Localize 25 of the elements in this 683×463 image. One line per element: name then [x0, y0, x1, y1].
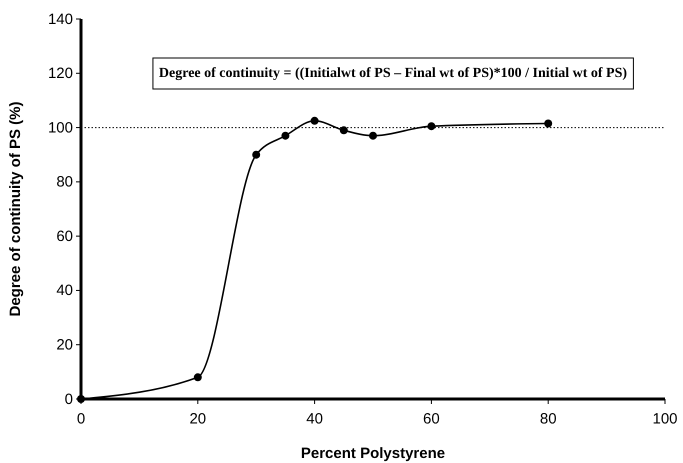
y-tick-label: 20	[56, 336, 73, 354]
point	[194, 373, 202, 382]
y-tick-label: 120	[48, 65, 73, 82]
x-axis-title: Percent Polystyrene	[300, 445, 446, 462]
annotation: Degree of continuity = ((Initialwt of PS – Final wt of PS)*100 / Initial wt of PS)	[158, 66, 628, 81]
y-axis-title: Degree of continuity of PS (%)	[7, 101, 24, 317]
y-tick-label: 100	[48, 119, 73, 136]
y-tick-label: 140	[48, 10, 73, 28]
point	[427, 122, 436, 130]
x-tick-label: 80	[540, 410, 557, 428]
x-tick-label: 20	[189, 410, 206, 428]
point	[281, 132, 290, 140]
point	[340, 126, 348, 134]
x-tick-label: 100	[652, 410, 678, 428]
point	[310, 116, 319, 125]
y-tick-label: 60	[56, 228, 73, 245]
point	[369, 132, 377, 140]
x-tick-label: 0	[76, 410, 86, 428]
point	[544, 120, 552, 128]
point	[252, 150, 260, 159]
x-tick-label: 60	[423, 410, 440, 428]
x-tick-label: 40	[306, 410, 323, 428]
y-tick-label: 80	[56, 174, 73, 191]
y-tick-label: 40	[56, 282, 73, 300]
y-tick-label: 0	[64, 390, 73, 408]
